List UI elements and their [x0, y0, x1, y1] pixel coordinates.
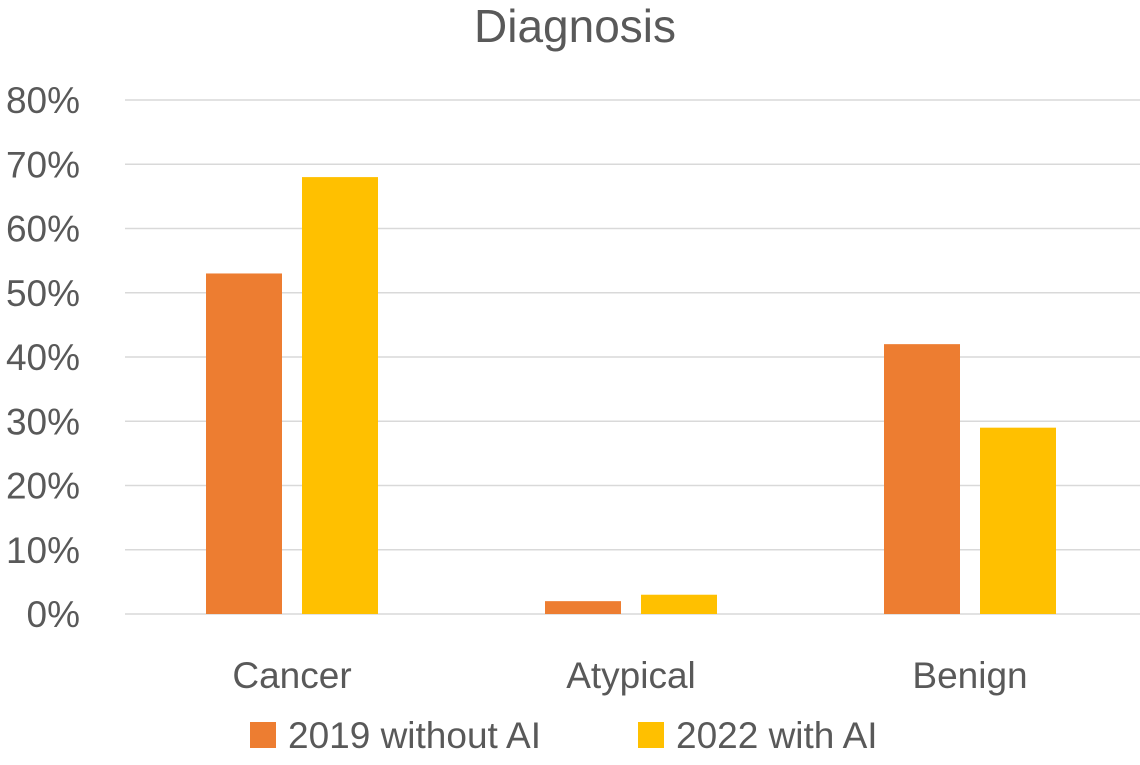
bar-atypical-series-1	[545, 601, 621, 614]
legend-label: 2022 with AI	[676, 715, 878, 756]
y-tick-label: 50%	[6, 273, 80, 314]
bar-cancer-series-2	[302, 177, 378, 614]
y-tick-label: 10%	[6, 530, 80, 571]
legend: 2019 without AI 2022 with AI	[250, 715, 878, 756]
x-category-label: Atypical	[566, 655, 696, 696]
x-axis-category-labels: Cancer Atypical Benign	[232, 655, 1027, 696]
x-category-label: Cancer	[232, 655, 351, 696]
x-category-label: Benign	[912, 655, 1027, 696]
bar-atypical-series-2	[641, 594, 717, 614]
y-tick-label: 40%	[6, 337, 80, 378]
legend-swatch	[638, 722, 664, 748]
y-tick-label: 0%	[27, 594, 80, 635]
y-tick-label: 80%	[6, 80, 80, 121]
y-tick-label: 60%	[6, 209, 80, 250]
legend-label: 2019 without AI	[288, 715, 541, 756]
bars	[206, 177, 1056, 614]
chart-title: Diagnosis	[474, 0, 676, 52]
bar-cancer-series-1	[206, 273, 282, 614]
legend-swatch	[250, 722, 276, 748]
bar-benign-series-2	[980, 427, 1056, 614]
gridlines	[125, 99, 1140, 615]
bar-benign-series-1	[884, 344, 960, 614]
y-tick-label: 30%	[6, 401, 80, 442]
y-tick-label: 70%	[6, 144, 80, 185]
y-axis-tick-labels: 0% 10% 20% 30% 40% 50% 60% 70% 80%	[6, 80, 80, 635]
y-tick-label: 20%	[6, 466, 80, 507]
